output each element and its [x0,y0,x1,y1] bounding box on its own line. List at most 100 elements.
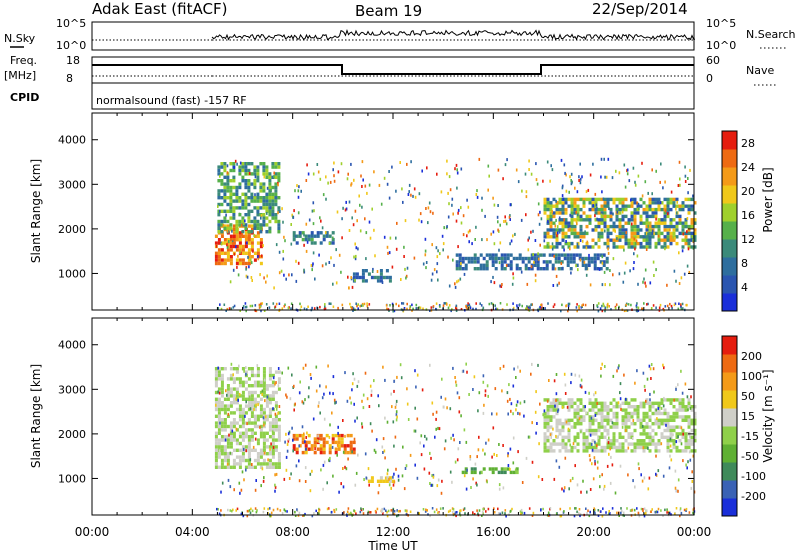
data-cell [259,414,263,418]
data-cell [214,407,218,412]
data-cell [681,224,685,229]
colorbar-segment [722,354,737,373]
speckle-cell [644,388,646,392]
speckle-cell [555,199,557,203]
speckle-cell [220,242,223,246]
speckle-cell [677,489,679,493]
data-cell [669,238,673,242]
speckle-cell [455,380,457,384]
data-cell [672,411,676,416]
speckle-cell [481,196,483,200]
speckle-cell [509,242,511,246]
data-cell [223,216,227,220]
data-cell [515,470,519,475]
data-cell [597,401,601,405]
data-cell [660,207,664,212]
data-cell [585,449,589,453]
data-cell [259,223,263,227]
speckle-cell [588,253,590,257]
near-range-cell [279,509,282,512]
speckle-cell [584,230,586,234]
speckle-cell [321,396,324,400]
data-cell [561,204,565,208]
data-cell [322,440,326,445]
data-cell [232,458,236,463]
data-cell [627,415,631,419]
data-cell [388,275,392,280]
near-range-cell [284,303,286,306]
data-cell [579,235,583,239]
data-cell [223,458,227,463]
data-cell [666,231,670,236]
near-range-cell [528,306,530,310]
speckle-cell [419,212,422,216]
speckle-cell [337,431,339,435]
data-cell [292,231,296,235]
data-cell [597,231,601,236]
speckle-cell [308,218,311,222]
data-cell [307,234,311,238]
data-cell [265,387,269,391]
data-cell [271,196,275,200]
data-cell [579,224,583,229]
data-cell [241,251,245,255]
y-tick-label: 1000 [58,472,86,485]
data-cell [238,206,242,210]
data-cell [651,428,655,433]
data-cell [331,231,335,235]
speckle-cell [407,418,410,421]
data-cell [220,196,224,200]
data-cell [253,458,257,463]
data-cell [470,470,474,475]
speckle-cell [568,190,570,194]
data-cell [310,237,314,242]
data-cell [214,367,218,371]
near-range-cell [472,512,474,516]
speckle-cell [670,458,673,462]
data-cell [594,218,598,222]
speckle-cell [618,272,621,276]
data-cell [271,206,275,210]
near-range-cell [658,309,661,312]
data-cell [609,401,613,405]
speckle-cell [430,278,433,282]
speckle-cell [688,450,691,454]
data-cell [654,214,658,219]
data-cell [645,445,649,450]
data-cell [226,441,230,446]
speckle-cell [632,419,635,422]
data-cell [545,260,549,264]
speckle-cell [551,247,554,251]
data-cell [681,435,685,439]
data-cell [226,226,230,230]
speckle-cell [599,485,601,489]
speckle-cell [381,445,384,449]
near-range-cell [666,304,669,308]
data-cell [681,398,685,402]
speckle-cell [604,229,606,233]
data-cell [223,261,227,266]
speckle-cell [633,242,635,245]
speckle-cell [649,281,652,285]
near-range-cell [261,302,263,305]
data-cell [235,390,239,395]
data-cell [271,452,275,456]
data-cell [470,467,474,471]
data-cell [220,162,224,166]
speckle-cell [391,165,393,169]
near-range-cell [418,306,420,309]
near-range-cell [610,308,612,311]
speckle-cell [554,267,557,271]
data-cell [546,425,550,429]
near-range-cell [427,513,429,516]
data-cell [561,422,565,426]
data-cell [552,442,556,446]
near-range-cell [249,511,252,515]
data-cell [690,418,694,422]
speckle-cell [348,229,351,232]
data-cell [591,408,595,412]
data-cell [618,442,622,446]
speckle-cell [322,487,324,491]
data-cell [681,418,685,422]
speckle-cell [357,453,359,457]
